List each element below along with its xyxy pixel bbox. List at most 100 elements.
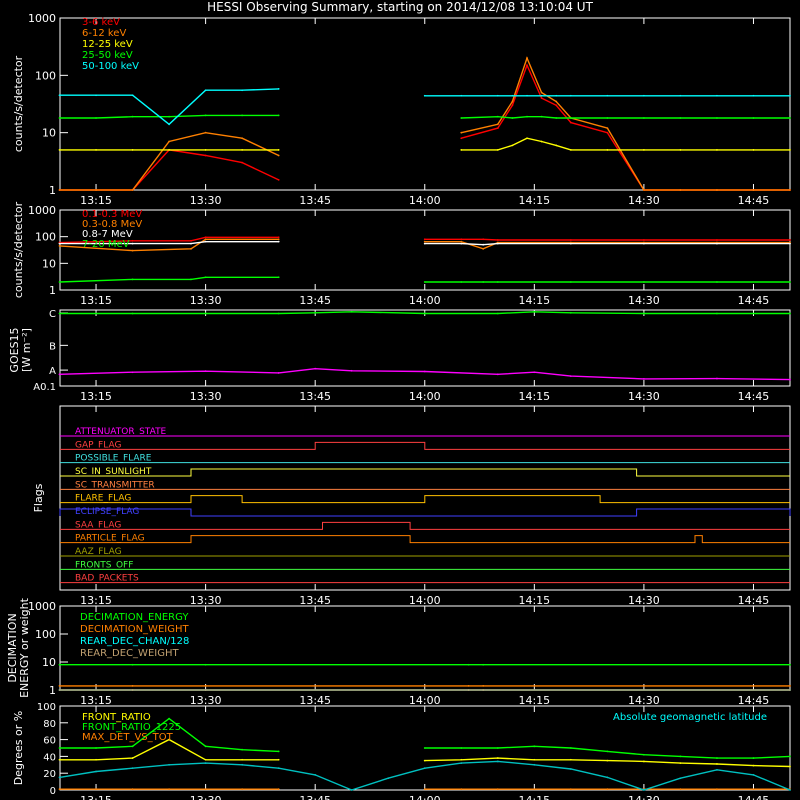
data-point [569,788,572,791]
data-point [204,788,207,791]
x-tick-label: 13:15 [80,194,112,207]
data-point [555,144,558,147]
data-point [643,189,645,191]
data-point [277,154,280,157]
x-tick-label: 13:30 [190,794,222,800]
data-point [752,764,755,767]
data-point [496,747,499,749]
data-point [643,94,645,97]
y-tick-label: 10 [42,257,56,270]
data-point [496,373,499,376]
x-tick-label: 14:45 [738,594,770,607]
data-point [752,117,755,119]
series-line-0-2 [59,137,790,151]
data-point [58,281,61,283]
data-point [204,370,207,373]
data-point [643,281,645,283]
data-point [314,311,317,314]
y-tick-label: C [49,309,56,320]
y-axis-label-2: GOES15 [8,327,21,372]
data-point [679,117,682,119]
panel-frame-0 [59,17,791,191]
data-point [716,189,718,191]
legend-entry-4-1: DECIMATION_WEIGHT [80,624,189,635]
data-point [569,121,572,124]
data-point [277,758,280,761]
data-point [526,94,528,97]
data-point [716,763,718,765]
data-point [131,249,134,252]
x-tick-label: 13:45 [299,294,331,307]
data-point [526,137,528,140]
flag-trace-8 [60,535,790,544]
data-point [131,663,134,666]
x-tick-label: 13:45 [299,194,331,207]
legend-entry-1-2: 0.8-7 MeV [82,229,133,240]
legend-entry-4-0: DECIMATION_ENERGY [80,612,189,623]
data-point [643,117,645,119]
flag-label-2: POSSIBLE_FLARE [75,454,152,464]
chart-annotation: Absolute geomagnetic latitude [613,712,767,723]
data-point [511,104,514,107]
data-point [752,189,755,191]
data-point [58,663,61,666]
data-point [350,789,353,791]
x-tick-label: 13:30 [190,594,222,607]
legend-entry-0-0: 3-6 keV [82,17,120,28]
data-point [423,312,426,315]
data-point [204,89,207,92]
data-point [716,312,718,315]
data-point [540,91,543,94]
data-point [467,689,470,691]
data-point [168,788,170,791]
data-point [277,372,280,374]
data-point [204,236,207,239]
x-tick-label: 13:45 [299,794,331,800]
data-point [168,717,170,720]
data-point [423,94,426,97]
data-point [204,745,207,748]
data-point [789,149,791,151]
data-point [482,238,485,241]
data-point [643,149,645,151]
data-point [204,114,207,117]
data-point [131,767,134,770]
data-point [569,242,572,245]
data-point [204,758,207,761]
data-point [423,747,426,749]
x-tick-label: 13:45 [299,594,331,607]
data-point [482,663,485,666]
x-tick-label: 14:45 [738,194,770,207]
x-tick-label: 13:30 [190,694,222,707]
y-tick-label: A0.1 [33,382,56,393]
x-tick-label: 14:15 [518,390,550,403]
data-point [204,762,207,765]
y-tick-label: 1000 [28,204,56,217]
data-point [131,685,134,687]
data-point [569,149,572,151]
data-point [168,115,170,118]
y-tick-label: 80 [43,719,56,730]
x-tick-label: 13:30 [190,194,222,207]
legend-entry-5-2: MAX_DET_VS_TOT [82,732,174,743]
x-tick-label: 13:15 [80,294,112,307]
y-axis-label-3: Flags [32,483,45,512]
y-axis-label2-4: ENERGY or weight [18,597,31,697]
y-tick-label: 100 [35,231,56,244]
data-point [533,371,536,374]
data-point [606,149,609,151]
flag-label-4: SC_TRANSMITTER [75,480,155,490]
data-point [569,239,572,241]
x-tick-label: 13:45 [299,694,331,707]
data-point [168,738,170,741]
data-point [204,685,207,687]
data-point [460,788,463,791]
y-tick-label: 100 [37,702,56,713]
flag-label-8: PARTICLE_FLAG [75,534,145,544]
data-point [716,757,718,759]
data-point [58,94,61,97]
data-point [58,776,61,779]
data-point [789,239,791,241]
flag-trace-3 [60,468,790,477]
data-point [533,745,536,748]
